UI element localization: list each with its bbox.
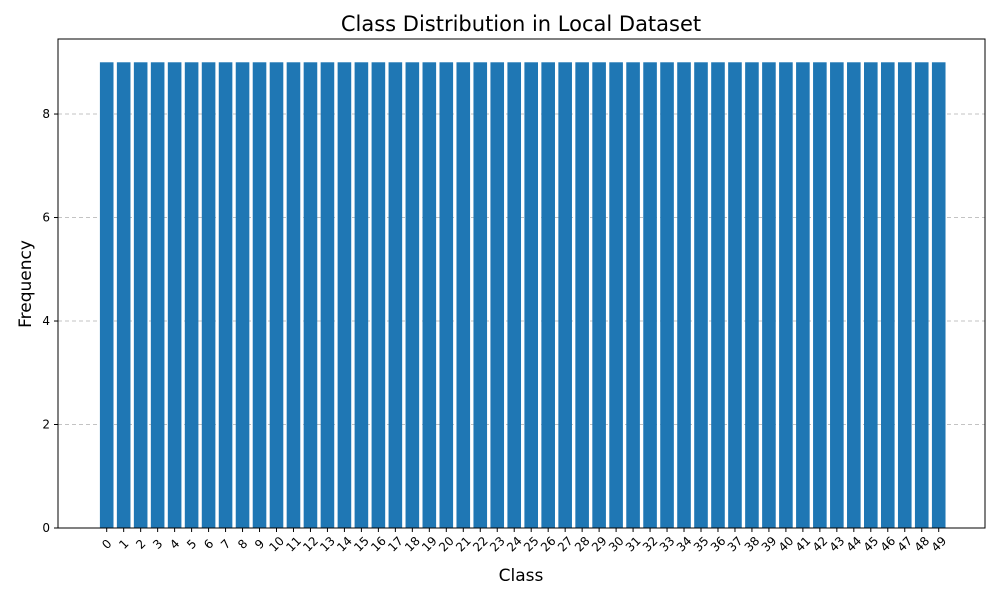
y-tick-label: 2	[42, 418, 50, 432]
bar-class-16	[371, 62, 386, 529]
y-tick-label: 0	[42, 521, 50, 535]
bar-class-41	[796, 62, 810, 529]
bar-class-48	[914, 62, 929, 529]
bar-class-47	[897, 62, 912, 529]
bar-class-15	[354, 62, 369, 529]
bar-class-36	[711, 62, 725, 529]
bar-class-32	[643, 62, 657, 529]
bar-class-37	[728, 62, 742, 529]
bar-class-0	[99, 62, 114, 529]
bar-class-14	[337, 62, 352, 529]
bar-class-43	[830, 62, 844, 529]
bar-class-3	[150, 62, 165, 529]
chart-title: Class Distribution in Local Dataset	[341, 12, 701, 36]
bar-class-12	[303, 62, 318, 529]
y-tick-label: 6	[42, 211, 50, 225]
y-ticks: 0 2 4 6 8	[42, 107, 58, 535]
bar-class-18	[405, 62, 420, 529]
bar-class-21	[456, 62, 471, 529]
bar-class-34	[677, 62, 691, 529]
bar-class-19	[422, 62, 437, 529]
bar-class-13	[320, 62, 335, 529]
bar-class-7	[218, 62, 233, 529]
bar-class-26	[541, 62, 555, 529]
bar-class-17	[388, 62, 403, 529]
bar-class-49	[931, 62, 946, 529]
y-tick-label: 8	[42, 107, 50, 121]
bar-class-40	[779, 62, 793, 529]
bar-class-42	[813, 62, 827, 529]
y-tick-label: 4	[42, 314, 50, 328]
bar-class-33	[660, 62, 674, 529]
bar-class-29	[592, 62, 606, 529]
bar-class-2	[133, 62, 148, 529]
bar-class-31	[626, 62, 640, 529]
axes	[57, 38, 986, 529]
plot-frame	[57, 38, 986, 529]
bar-class-9	[252, 62, 267, 529]
bar-class-35	[694, 62, 708, 529]
bar-class-4	[167, 62, 182, 529]
bar-class-38	[745, 62, 759, 529]
bar-class-30	[609, 62, 623, 529]
bar-class-28	[575, 62, 589, 529]
bar-class-45	[864, 62, 878, 529]
bar-class-5	[184, 62, 199, 529]
bar-class-11	[286, 62, 301, 529]
bar-class-46	[880, 62, 895, 529]
bar-class-25	[524, 62, 538, 529]
bar-class-23	[490, 62, 505, 529]
bar-class-24	[507, 62, 522, 529]
bars	[99, 62, 946, 529]
bar-class-20	[439, 62, 454, 529]
x-axis-label: Class	[499, 566, 544, 586]
y-axis-label: Frequency	[16, 240, 36, 328]
bar-class-8	[235, 62, 250, 529]
bar-class-39	[762, 62, 776, 529]
bar-class-1	[116, 62, 131, 529]
bar-class-6	[201, 62, 216, 529]
bar-class-27	[558, 62, 572, 529]
bar-class-10	[269, 62, 284, 529]
bar-class-22	[473, 62, 488, 529]
bar-class-44	[847, 62, 861, 529]
